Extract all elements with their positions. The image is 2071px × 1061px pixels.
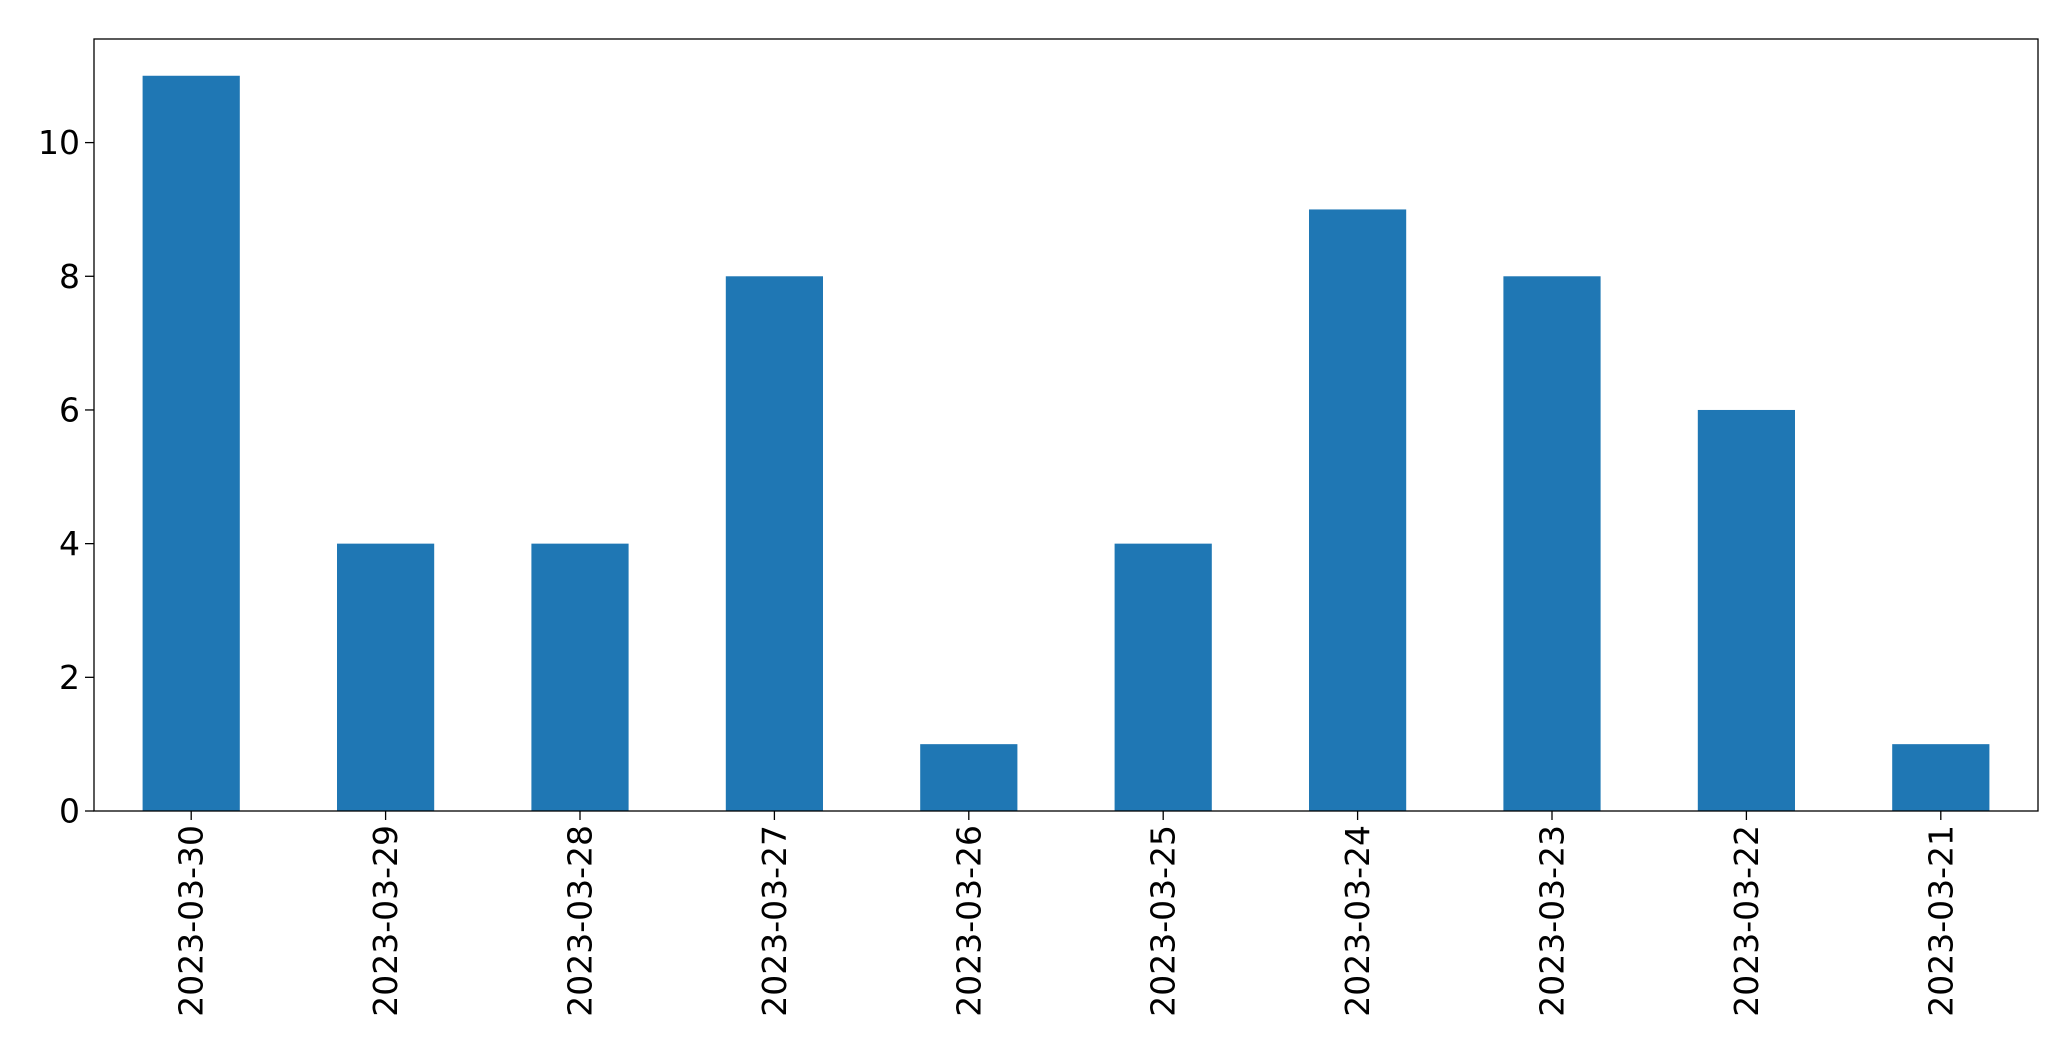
bar-2023-03-26 (920, 744, 1018, 811)
x-tick-label: 2023-03-28 (561, 825, 600, 1017)
bar-series (142, 75, 1990, 812)
y-tick-label: 2 (59, 658, 80, 697)
y-tick-label: 0 (59, 792, 80, 831)
bar-2023-03-23 (1503, 276, 1601, 811)
y-tick-label: 10 (38, 123, 80, 162)
x-tick-label: 2023-03-30 (172, 825, 211, 1017)
bar-2023-03-30 (142, 75, 240, 811)
x-tick-label: 2023-03-29 (366, 825, 405, 1017)
x-tick-label: 2023-03-24 (1338, 825, 1377, 1017)
y-tick-label: 6 (59, 390, 80, 429)
bar-2023-03-25 (1114, 543, 1212, 811)
x-tick-label: 2023-03-23 (1533, 825, 1572, 1017)
bar-2023-03-22 (1697, 409, 1795, 811)
x-tick-label: 2023-03-26 (949, 825, 988, 1017)
bar-2023-03-27 (725, 276, 823, 811)
x-tick-label: 2023-03-21 (1921, 825, 1960, 1017)
y-axis: 0 2 4 6 8 10 (38, 123, 94, 831)
bar-2023-03-28 (531, 543, 629, 811)
x-axis: 2023-03-30 2023-03-29 2023-03-28 2023-03-27… (172, 811, 1960, 1017)
bar-2023-03-24 (1309, 209, 1407, 812)
y-tick-label: 4 (59, 524, 80, 563)
bar-2023-03-29 (337, 543, 435, 811)
plot-frame (93, 38, 2039, 812)
bar-2023-03-21 (1892, 744, 1990, 811)
x-tick-label: 2023-03-22 (1727, 825, 1766, 1017)
x-tick-label: 2023-03-27 (755, 825, 794, 1017)
y-tick-label: 8 (59, 257, 80, 296)
x-tick-label: 2023-03-25 (1144, 825, 1183, 1017)
